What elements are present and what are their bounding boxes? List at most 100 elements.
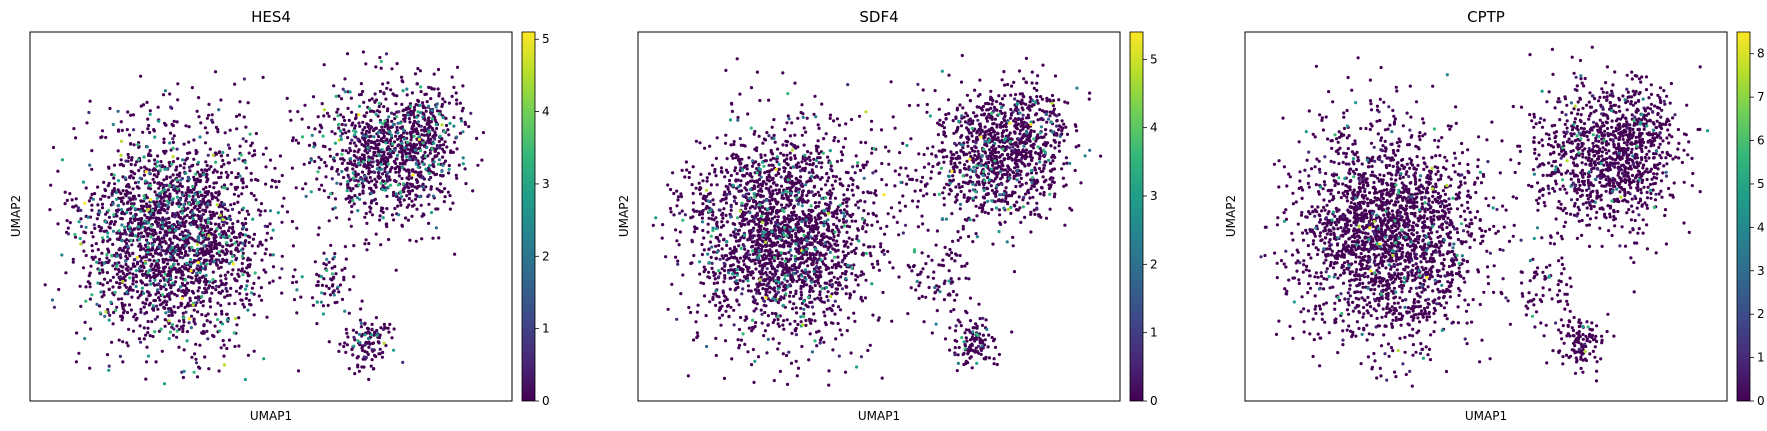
scatter-point [244, 221, 248, 225]
scatter-point [131, 214, 135, 219]
scatter-point [167, 319, 171, 323]
scatter-point [95, 302, 99, 306]
scatter-point [217, 224, 221, 229]
scatter-point [144, 255, 148, 259]
scatter-point [455, 98, 459, 102]
scatter-point [904, 182, 909, 186]
x-axis-label: UMAP1 [250, 409, 292, 423]
scatter-point [823, 257, 827, 261]
scatter-point [187, 194, 191, 198]
scatter-point [434, 123, 438, 127]
scatter-point [414, 161, 418, 165]
scatter-point [103, 314, 107, 318]
scatter-point [158, 183, 162, 187]
scatter-point [245, 271, 250, 275]
scatter-point [385, 156, 389, 160]
scatter-point [233, 344, 237, 349]
scatter-point [254, 131, 258, 136]
scatter-point [746, 350, 750, 354]
scatter-point [826, 155, 830, 159]
scatter-point [795, 279, 799, 283]
scatter-point [856, 283, 860, 287]
scatter-point [326, 303, 330, 307]
scatter-point [415, 115, 419, 119]
scatter-point [192, 138, 196, 142]
scatter-point [415, 131, 419, 136]
scatter-point [772, 379, 776, 383]
scatter-point [850, 188, 854, 192]
scatter-point [352, 129, 356, 133]
scatter-point [356, 339, 360, 343]
scatter-point [412, 128, 416, 132]
scatter-point [126, 344, 130, 348]
scatter-point [247, 212, 251, 216]
scatter-point [121, 311, 126, 315]
scatter-point [138, 248, 143, 252]
scatter-point [401, 109, 405, 113]
scatter-point [120, 318, 124, 322]
scatter-point [385, 222, 389, 226]
scatter-point [113, 182, 117, 186]
scatter-point [148, 293, 152, 297]
scatter-point [163, 188, 167, 192]
scatter-point [322, 189, 326, 193]
scatter-point [105, 253, 109, 257]
scatter-point [397, 165, 402, 169]
scatter-point [744, 217, 749, 221]
scatter-point [746, 112, 750, 116]
scatter-point [89, 327, 93, 331]
scatter-point [357, 332, 361, 336]
scatter-point [104, 212, 108, 216]
scatter-point [206, 191, 210, 195]
scatter-point [369, 118, 373, 123]
scatter-point [296, 369, 301, 373]
scatter-point [779, 151, 783, 155]
scatter-point [353, 133, 357, 137]
scatter-point [805, 193, 809, 198]
scatter-point [373, 170, 377, 174]
scatter-point [805, 116, 809, 120]
scatter-point [334, 94, 338, 98]
scatter-point [377, 105, 381, 109]
scatter-point [77, 220, 81, 224]
scatter-point [707, 172, 712, 176]
scatter-point [447, 167, 451, 171]
scatter-point [831, 321, 835, 325]
scatter-point [300, 135, 305, 139]
scatter-point [367, 130, 371, 134]
scatter-point [158, 303, 162, 307]
scatter-point [336, 107, 340, 111]
scatter-point [131, 276, 135, 280]
scatter-point [240, 261, 244, 266]
scatter-point [776, 147, 780, 151]
scatter-point [754, 204, 758, 208]
scatter-point [408, 238, 412, 242]
scatter-point [149, 212, 153, 216]
scatter-point [799, 290, 803, 294]
scatter-point [366, 146, 370, 150]
scatter-point [72, 127, 76, 131]
scatter-point [192, 157, 196, 161]
scatter-point [372, 367, 376, 371]
scatter-point [51, 145, 56, 150]
panel-title: HES4 [251, 8, 291, 26]
scatter-point [289, 118, 293, 122]
scatter-point [248, 132, 252, 136]
scatter-point [208, 262, 212, 266]
scatter-point [135, 255, 139, 259]
scatter-point [100, 251, 104, 255]
scatter-point [105, 256, 109, 260]
scatter-point [332, 293, 336, 297]
scatter-point [719, 323, 723, 327]
scatter-point [185, 330, 189, 334]
scatter-point [427, 171, 431, 175]
scatter-point [754, 321, 758, 325]
scatter-point [421, 162, 425, 166]
scatter-point [738, 267, 743, 272]
scatter-point [125, 189, 129, 193]
scatter-point [219, 303, 223, 307]
scatter-point [192, 178, 196, 182]
scatter-point [231, 254, 235, 259]
scatter-point [337, 94, 341, 98]
scatter-point [694, 320, 698, 324]
